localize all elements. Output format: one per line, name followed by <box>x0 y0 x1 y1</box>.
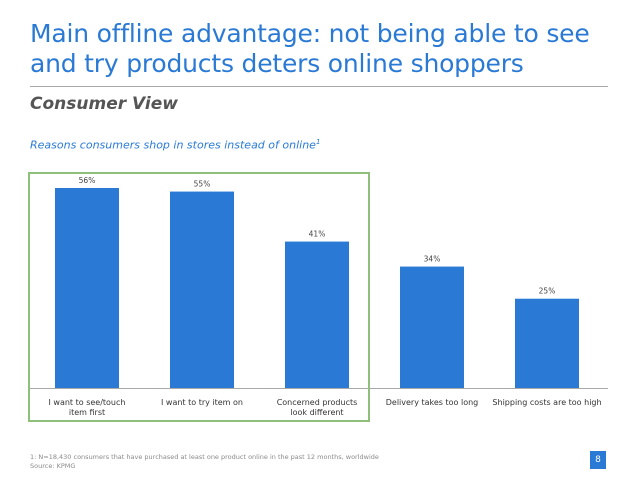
data-label-5: 25% <box>539 287 556 296</box>
data-label-3: 41% <box>309 230 326 239</box>
category-label-1-line-1: I want to see/touch <box>49 398 126 407</box>
bar-1 <box>55 188 119 388</box>
title-divider <box>30 86 608 87</box>
footnote-note: 1: N=18,430 consumers that have purchase… <box>30 453 379 461</box>
bar-4 <box>400 266 464 388</box>
page-number-badge: 8 <box>590 451 606 469</box>
category-label-4: Delivery takes too long <box>386 398 479 407</box>
highlight-box <box>28 172 370 422</box>
bar-2 <box>170 191 234 388</box>
bar-5 <box>515 298 579 388</box>
category-label-3-line-1: Concerned products <box>277 398 358 407</box>
data-label-4: 34% <box>424 255 441 264</box>
chart-caption-text: Reasons consumers shop in stores instead… <box>30 138 316 152</box>
slide-subtitle: Consumer View <box>30 94 178 114</box>
chart-caption-footnote-marker: 1 <box>315 138 321 146</box>
footnote-source: Source: KPMG <box>30 462 76 470</box>
slide-title: Main offline advantage: not being able t… <box>30 19 590 78</box>
page-number: 8 <box>595 455 601 465</box>
footnote: 1: N=18,430 consumers that have purchase… <box>30 453 379 471</box>
category-label-2: I want to try item on <box>161 398 243 407</box>
data-label-1: 56% <box>79 176 96 185</box>
category-label-3-line-2: look different <box>290 408 343 417</box>
data-label-2: 55% <box>194 180 211 189</box>
bar-3 <box>285 241 349 388</box>
category-label-5: Shipping costs are too high <box>492 398 601 407</box>
chart-caption: Reasons consumers shop in stores instead… <box>30 138 320 152</box>
category-label-1-line-2: item first <box>69 408 105 417</box>
